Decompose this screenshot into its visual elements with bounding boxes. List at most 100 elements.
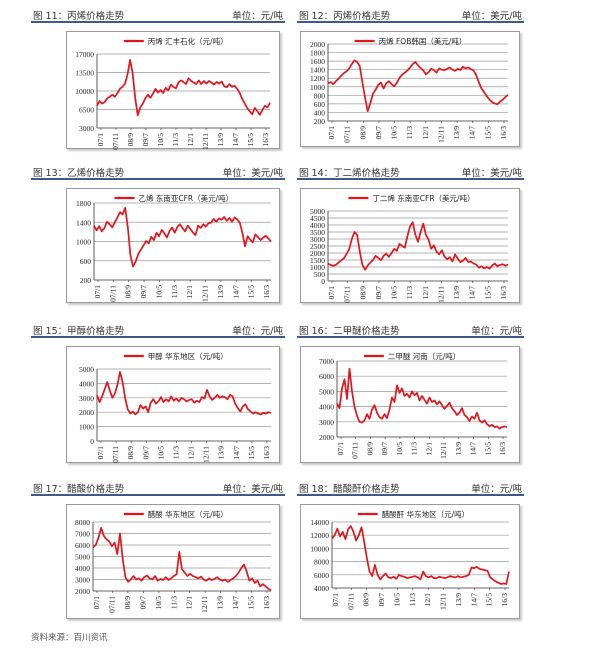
y-tick-label: 600 [80,257,92,266]
x-tick-label: 07/11 [108,285,117,302]
legend-label: 醋酸酐 华东地区（元/吨） [382,509,469,519]
y-tick-label: 2500 [310,242,325,251]
figure-title: 图 12：丙烯价格走势 [299,11,391,22]
y-tick-label: 3000 [75,576,90,585]
x-tick-label: 16/3 [499,286,508,300]
x-tick-label: 13/9 [452,126,461,140]
figure-header: 图 13：乙烯价格走势 单位：美元/吨 [31,162,285,180]
legend: 醋酸 华东地区（元/吨） [123,509,228,519]
x-tick-label: 08/9 [124,285,133,299]
x-tick-label: 14/7 [232,446,241,460]
figure-title: 图 16：二甲醚价格走势 [299,326,400,337]
x-tick-label: 09/7 [139,285,148,299]
x-tick-label: 09/7 [377,593,386,607]
y-tick-label: 4000 [319,403,334,412]
x-tick-label: 07/11 [351,442,360,459]
x-tick-label: 11/3 [169,596,178,609]
x-tick-label: 11/3 [405,126,414,139]
y-tick-label: 1800 [76,199,91,208]
y-tick-label: 4000 [314,584,329,593]
y-tick-label: 7000 [75,530,90,539]
y-tick-label: 800 [314,91,326,100]
x-tick-label: 10/5 [154,596,163,610]
x-tick-label: 12/1 [185,285,194,299]
x-tick-label: 13/9 [452,286,461,300]
x-tick-label: 12/1 [421,126,430,140]
x-tick-label: 12/11 [436,126,445,143]
y-tick-label: 10000 [310,544,329,553]
y-tick-label: 400 [314,108,326,117]
figure-unit: 单位：美元/吨 [461,168,522,179]
x-tick-label: 14/7 [468,286,477,300]
x-tick-label: 09/7 [374,126,383,140]
chart-panel: 2000 1800 1600 1400 1200 1000 800 600 400 200 07/1… [300,31,520,147]
x-tick-label: 13/9 [216,133,225,147]
chart-panel: 5000 4500 4000 3500 3000 2500 2000 1500 1000 500 0… [300,188,520,303]
x-tick-label: 07/1 [336,442,345,456]
x-tick-label: 11/3 [405,286,414,299]
x-tick-label: 07/1 [96,446,105,460]
x-tick-label: 07/1 [331,593,340,607]
x-tick-label: 07/11 [346,593,355,610]
x-tick-label: 16/3 [261,133,270,147]
figure-title: 图 14：丁二烯价格走势 [299,168,400,179]
y-tick-label: 3000 [310,235,325,244]
y-tick-label: 5000 [319,387,334,396]
legend: 丙烯 FOB韩国（美元/吨） [354,36,467,46]
x-tick-label: 07/11 [343,126,352,143]
chart-panel: 1800 1400 1000 600 200 07/1 07/11 08/9 09/7 10/5 1… [66,188,280,303]
y-tick-label: 14000 [310,518,329,527]
y-tick-label: 2000 [310,40,325,49]
x-tick-label: 08/9 [362,593,371,607]
x-tick-label: 14/7 [231,285,240,299]
x-tick-label: 10/5 [156,133,165,147]
figure-header: 图 11：丙烯价格走势 单位：元/吨 [31,5,285,23]
y-tick-label: 8000 [75,518,90,527]
x-tick-label: 10/5 [154,285,163,299]
figure-unit: 单位：元/吨 [471,326,522,337]
legend: 丁二烯 东南亚CFR（美元/吨） [348,193,475,203]
y-tick-label: 200 [314,117,326,126]
y-tick-label: 5000 [75,553,90,562]
figure-title: 图 13：乙烯价格走势 [33,168,125,179]
legend-label: 丙烯 FOB韩国（美元/吨） [379,36,467,46]
x-tick-label: 07/11 [107,596,116,613]
figure-title: 图 11：丙烯价格走势 [33,11,125,22]
figure-unit: 单位：美元/吨 [222,168,283,179]
legend-label: 二甲醚 河南（元/吨） [388,351,460,361]
y-tick-label: 6000 [75,541,90,550]
x-tick-label: 13/9 [217,446,226,460]
legend-label: 丁二烯 东南亚CFR（美元/吨） [372,193,474,203]
y-tick-label: 4000 [75,564,90,573]
figure-unit: 单位：元/吨 [471,484,522,495]
y-tick-label: 0 [90,437,94,446]
y-tick-label: 2000 [79,408,94,417]
x-tick-label: 07/11 [111,133,120,150]
y-tick-label: 1800 [310,49,325,58]
chart-panel: 17000 13500 10000 6500 3000 07/1 07/11 08/9 09/7… [66,31,280,150]
y-tick-label: 2000 [75,587,90,596]
figure-header: 图 12：丙烯价格走势 单位：美元/吨 [297,5,524,23]
series-line [96,58,271,117]
y-tick-label: 3000 [319,418,334,427]
figure-title: 图 15：甲醇价格走势 [33,326,125,337]
y-tick-label: 1000 [76,238,91,247]
x-tick-label: 12/1 [424,442,433,456]
y-tick-label: 5000 [79,365,94,374]
y-tick-label: 17000 [75,50,94,59]
y-tick-label: 3000 [79,124,94,133]
x-tick-label: 09/7 [374,286,383,300]
chart-panel: 7000 6000 5000 4000 3000 2000 07/1 07/11 08/9 09/… [300,346,520,463]
x-tick-label: 12/11 [201,285,210,302]
x-tick-label: 07/1 [92,596,101,610]
x-tick-label: 16/3 [262,446,271,460]
x-tick-label: 14/7 [231,133,240,147]
series-line [327,221,509,271]
figure-unit: 单位：美元/吨 [222,484,283,495]
x-tick-label: 16/3 [500,593,509,607]
y-tick-label: 1500 [310,256,325,265]
x-tick-label: 08/9 [358,286,367,300]
